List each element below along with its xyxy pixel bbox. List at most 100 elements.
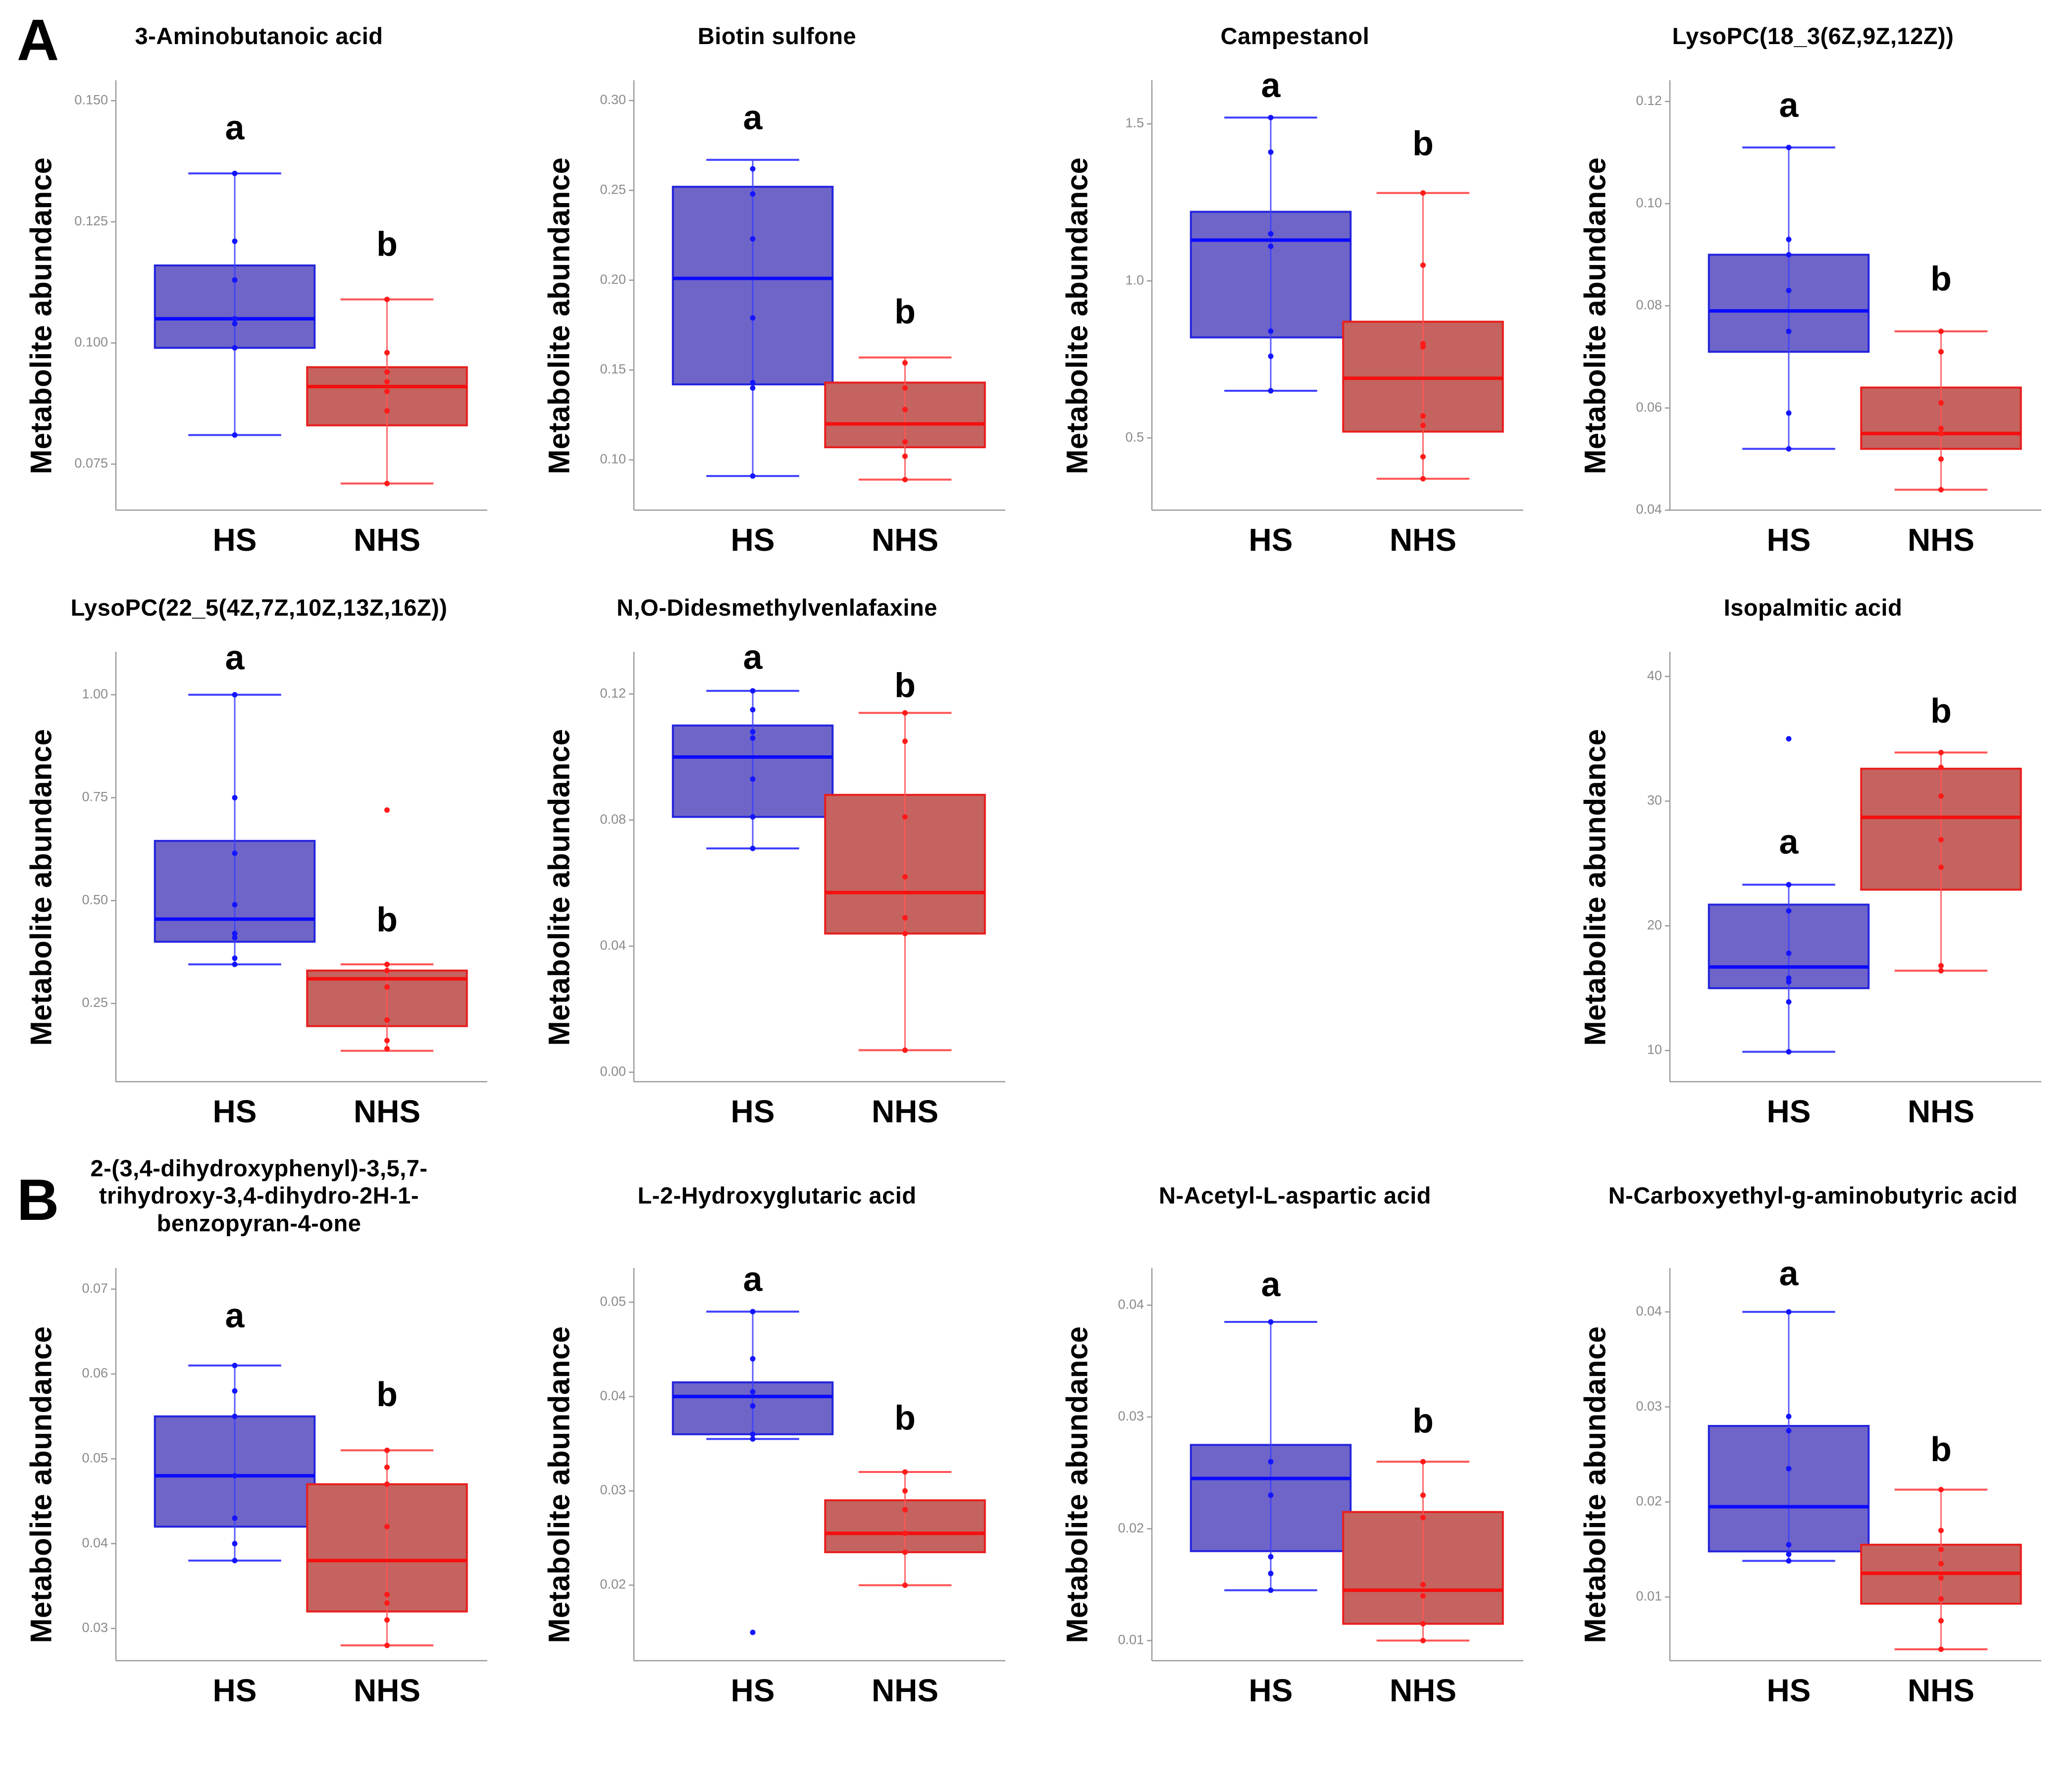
y-axis-ticks: 0.30 0.25 0.20 0.15 0.10 (600, 92, 634, 467)
data-point (232, 795, 238, 801)
category-label-nhs: NHS (1390, 1673, 1456, 1708)
axes (633, 80, 1005, 511)
y-tick-label: 0.04 (600, 1388, 626, 1403)
data-point (232, 902, 238, 908)
data-point (1938, 963, 1944, 969)
data-point (1938, 487, 1944, 493)
plot-title-line: Campestanol (1220, 23, 1370, 50)
data-point (1420, 1593, 1426, 1599)
plot-title-line: LysoPC(18_3(6Z,9Z,12Z)) (1672, 23, 1954, 50)
y-tick-label: 0.075 (74, 456, 108, 471)
y-tick-label: 0.25 (600, 182, 626, 197)
y-tick-label: 0.05 (82, 1450, 108, 1465)
data-point (902, 407, 908, 413)
box-group-hs: a (1190, 1265, 1352, 1593)
data-point (1268, 1492, 1274, 1498)
data-point (902, 710, 908, 716)
y-axis-label-text: Metabolite abundance (542, 728, 576, 1046)
data-point (902, 814, 908, 820)
data-point (232, 850, 238, 856)
category-label-hs: HS (731, 1094, 775, 1129)
y-tick-label: 1.00 (82, 686, 108, 701)
data-point (232, 1414, 238, 1419)
box-group-hs: a (1708, 1254, 1870, 1564)
data-point (902, 1530, 908, 1536)
data-point (1786, 446, 1792, 452)
data-point (750, 385, 756, 391)
panel-a-row-2: LysoPC(22_5(4Z,7Z,10Z,13Z,16Z)) Metabolit… (0, 578, 2072, 1137)
box-group-nhs: b (1860, 691, 2022, 974)
y-tick-label: 0.04 (82, 1535, 108, 1550)
y-tick-label: 40 (1647, 668, 1662, 683)
data-point (232, 345, 238, 351)
data-point (1786, 1558, 1792, 1564)
boxplot-lysopc-22-5: LysoPC(22_5(4Z,7Z,10Z,13Z,16Z)) Metabolit… (0, 578, 518, 1137)
panel-a-label: A (17, 7, 59, 73)
data-point (1420, 1459, 1426, 1465)
data-point (1938, 1646, 1944, 1652)
data-point (1786, 975, 1792, 981)
panel-a-row-1: 3-Aminobutanoic acid Metabolite abundance… (0, 7, 2072, 566)
data-point (750, 776, 756, 782)
plot-body: Metabolite abundance 0.12 0.08 0.04 0.00 a HS b… (536, 637, 1018, 1137)
data-point (1786, 288, 1792, 294)
axes (115, 652, 487, 1083)
plot-title-line: N,O-Didesmethylvenlafaxine (617, 594, 937, 621)
plot-title: N,O-Didesmethylvenlafaxine (528, 578, 1026, 637)
data-point (1420, 1637, 1426, 1643)
category-label-nhs: NHS (1908, 522, 1974, 558)
y-axis-ticks: 0.150 0.125 0.100 0.075 (74, 92, 116, 471)
data-point (1420, 190, 1426, 196)
y-tick-label: 0.04 (1636, 1304, 1662, 1318)
y-axis-label: Metabolite abundance (1572, 637, 1618, 1137)
data-point (232, 277, 238, 283)
data-point (1938, 1546, 1944, 1552)
data-point (902, 738, 908, 744)
y-axis-label-text: Metabolite abundance (1578, 157, 1612, 474)
significance-letter: a (743, 1260, 763, 1298)
data-point (232, 935, 238, 941)
significance-letter: b (1930, 260, 1952, 298)
y-axis-label: Metabolite abundance (18, 637, 64, 1137)
plot-body: Metabolite abundance 1.5 1.0 0.5 a HS b NHS (1054, 65, 1536, 566)
data-point (750, 473, 756, 479)
data-point (1938, 1527, 1944, 1533)
data-point (1786, 1466, 1792, 1471)
box-group-hs: a (1190, 66, 1352, 394)
significance-letter: b (1930, 1430, 1952, 1469)
box-group-hs: a (672, 637, 834, 851)
data-point (1938, 1575, 1944, 1581)
data-point (384, 1046, 390, 1052)
data-point (902, 1469, 908, 1475)
significance-letter: a (1779, 822, 1799, 861)
plot-body: Metabolite abundance 0.07 0.06 0.05 0.04 0.03… (18, 1253, 500, 1716)
y-tick-label: 0.02 (1636, 1494, 1662, 1509)
box-group-hs: a (1708, 736, 1870, 1055)
significance-letter: b (894, 666, 916, 705)
data-point (902, 1047, 908, 1053)
data-point (232, 1473, 238, 1479)
significance-letter: a (225, 1296, 245, 1335)
significance-letter: b (1930, 691, 1952, 730)
category-label-nhs: NHS (354, 1094, 420, 1129)
data-point (750, 814, 756, 820)
significance-letter: b (894, 1398, 916, 1437)
boxplot-dihydroxyphenyl-benzopyranone: 2-(3,4-dihydroxyphenyl)-3,5,7- trihydroxy… (0, 1138, 518, 1716)
data-point (384, 961, 390, 967)
significance-letter: a (743, 98, 763, 137)
y-tick-label: 0.30 (600, 92, 626, 107)
y-axis-ticks: 1.5 1.0 0.5 (1125, 115, 1152, 444)
significance-letter: a (743, 637, 763, 676)
boxplot-n-carboxyethyl-g-aminobutyric-acid: N-Carboxyethyl-g-aminobutyric acid Metabo… (1554, 1138, 2072, 1716)
data-point (384, 379, 390, 385)
y-tick-label: 0.03 (600, 1482, 626, 1497)
data-point (384, 1591, 390, 1597)
data-point (1786, 736, 1792, 742)
data-point (384, 1447, 390, 1453)
y-axis-label-text: Metabolite abundance (24, 157, 58, 474)
data-point (1268, 328, 1274, 334)
plot-body: Metabolite abundance 0.150 0.125 0.100 0.075… (18, 65, 500, 566)
boxplot-canvas: 0.07 0.06 0.05 0.04 0.03 a HS b NHS (82, 1268, 487, 1708)
y-tick-label: 0.10 (1636, 195, 1662, 210)
data-point (1420, 476, 1426, 482)
